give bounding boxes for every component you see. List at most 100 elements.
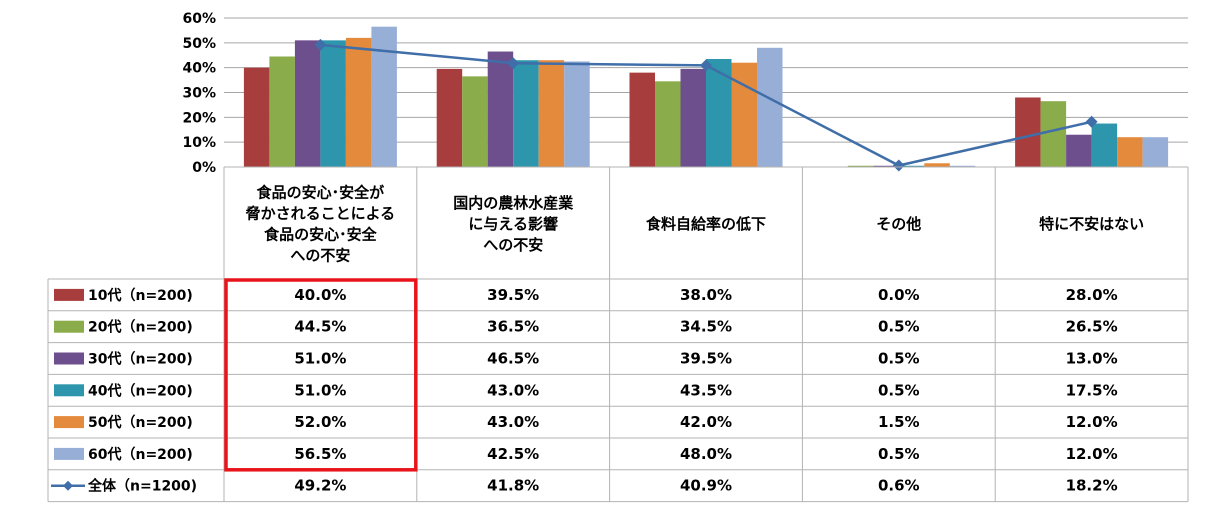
table-cell: 46.5% <box>487 350 539 368</box>
table-cell: 44.5% <box>294 318 346 336</box>
bar <box>1117 137 1143 167</box>
legend-label: 20代（n=200) <box>88 319 193 336</box>
table-cell: 43.5% <box>680 381 732 399</box>
table-cell: 39.5% <box>680 350 732 368</box>
highlight-box <box>224 278 418 472</box>
category-label: への不安 <box>290 247 350 265</box>
bar <box>629 72 655 167</box>
legend-label: 60代（n=200) <box>88 446 193 463</box>
table-cell: 0.5% <box>878 445 920 463</box>
table-cell: 12.0% <box>1066 413 1118 431</box>
table-cell: 43.0% <box>487 413 539 431</box>
table-cell: 12.0% <box>1066 445 1118 463</box>
table-cell: 26.5% <box>1066 318 1118 336</box>
table-cell: 0.0% <box>878 286 920 304</box>
bar <box>898 165 925 167</box>
legend-swatch <box>54 447 84 460</box>
bar <box>294 40 321 167</box>
table-cell: 43.0% <box>487 381 539 399</box>
bar <box>873 165 899 167</box>
line-point <box>1085 115 1098 128</box>
category-label: その他 <box>876 215 921 233</box>
table-cell: 17.5% <box>1066 381 1118 399</box>
bar <box>1066 134 1092 167</box>
legend-label: 50代（n=200) <box>88 414 193 431</box>
table-cell: 52.0% <box>294 413 346 431</box>
data-table <box>47 166 1189 503</box>
table-cell: 0.6% <box>878 477 920 495</box>
legend-swatch <box>54 320 84 333</box>
table-cell: 36.5% <box>487 318 539 336</box>
bar <box>1015 97 1041 167</box>
table-cell: 48.0% <box>680 445 732 463</box>
y-tick-label: 0% <box>192 160 216 176</box>
category-label: に与える影響 <box>468 215 558 233</box>
table-cell: 0.5% <box>878 350 920 368</box>
bar <box>436 68 463 167</box>
table-cell: 41.8% <box>487 477 539 495</box>
y-tick-label: 20% <box>182 110 216 126</box>
bar <box>1040 101 1067 167</box>
bar <box>371 26 397 167</box>
legend-swatch <box>54 384 84 397</box>
table-cell: 1.5% <box>878 413 920 431</box>
bar <box>1142 137 1169 167</box>
category-label: への不安 <box>483 236 543 254</box>
table-cell: 0.5% <box>878 381 920 399</box>
table-cell: 49.2% <box>294 477 346 495</box>
line-point <box>700 59 712 72</box>
category-label: 国内の農林水産業 <box>453 194 574 212</box>
line-point <box>314 38 327 51</box>
legend-swatch <box>54 416 84 429</box>
category-label: 食品の安心･安全 <box>264 226 378 244</box>
bar <box>680 68 706 167</box>
bar <box>847 165 874 167</box>
line-point <box>507 57 520 70</box>
bar <box>949 165 976 167</box>
table-cell: 51.0% <box>294 350 346 368</box>
bar <box>757 47 783 167</box>
bars <box>243 26 1169 168</box>
category-label: 特に不安はない <box>1039 215 1144 233</box>
table-cell: 0.5% <box>878 318 920 336</box>
bar <box>487 51 514 167</box>
table-cell: 38.0% <box>680 286 732 304</box>
y-tick-label: 30% <box>182 86 216 102</box>
category-label: 脅かされることによる <box>245 205 396 223</box>
table-cell: 28.0% <box>1066 286 1118 304</box>
table-cell: 42.5% <box>487 445 539 463</box>
bar <box>731 62 757 168</box>
bar <box>513 60 539 167</box>
bar <box>564 61 590 168</box>
y-tick-label: 10% <box>182 135 216 151</box>
bar <box>320 40 346 167</box>
legend-swatch <box>54 352 84 365</box>
legend-label: 全体（n=1200) <box>87 478 197 495</box>
legend-label: 40代（n=200) <box>88 382 193 399</box>
bar <box>269 56 295 167</box>
bar <box>462 76 488 167</box>
table-cell: 39.5% <box>487 286 539 304</box>
bar <box>538 60 565 167</box>
bar <box>1091 123 1118 167</box>
bar <box>706 58 732 167</box>
table-cell: 18.2% <box>1066 477 1118 495</box>
legend-label: 10代（n=200) <box>88 287 193 304</box>
table-cell: 51.0% <box>294 381 346 399</box>
overall-line <box>314 38 1098 172</box>
bar <box>924 163 950 167</box>
legend-marker <box>63 480 73 491</box>
table-cell: 42.0% <box>680 413 732 431</box>
bar <box>243 67 270 167</box>
legend-label: 30代（n=200) <box>88 351 193 368</box>
labels: 0% 10% 20% 30% 40% 50% 60% 食品の安心･安全が脅かされることによる食… <box>87 11 1144 495</box>
line-point <box>892 159 905 172</box>
y-tick-label: 40% <box>182 61 216 77</box>
table-cell: 56.5% <box>294 445 346 463</box>
legend-swatch <box>54 288 84 301</box>
category-label: 食品の安心･安全が <box>257 184 386 202</box>
y-tick-label: 50% <box>182 36 216 52</box>
bar <box>655 81 681 167</box>
table-cell: 13.0% <box>1066 350 1118 368</box>
